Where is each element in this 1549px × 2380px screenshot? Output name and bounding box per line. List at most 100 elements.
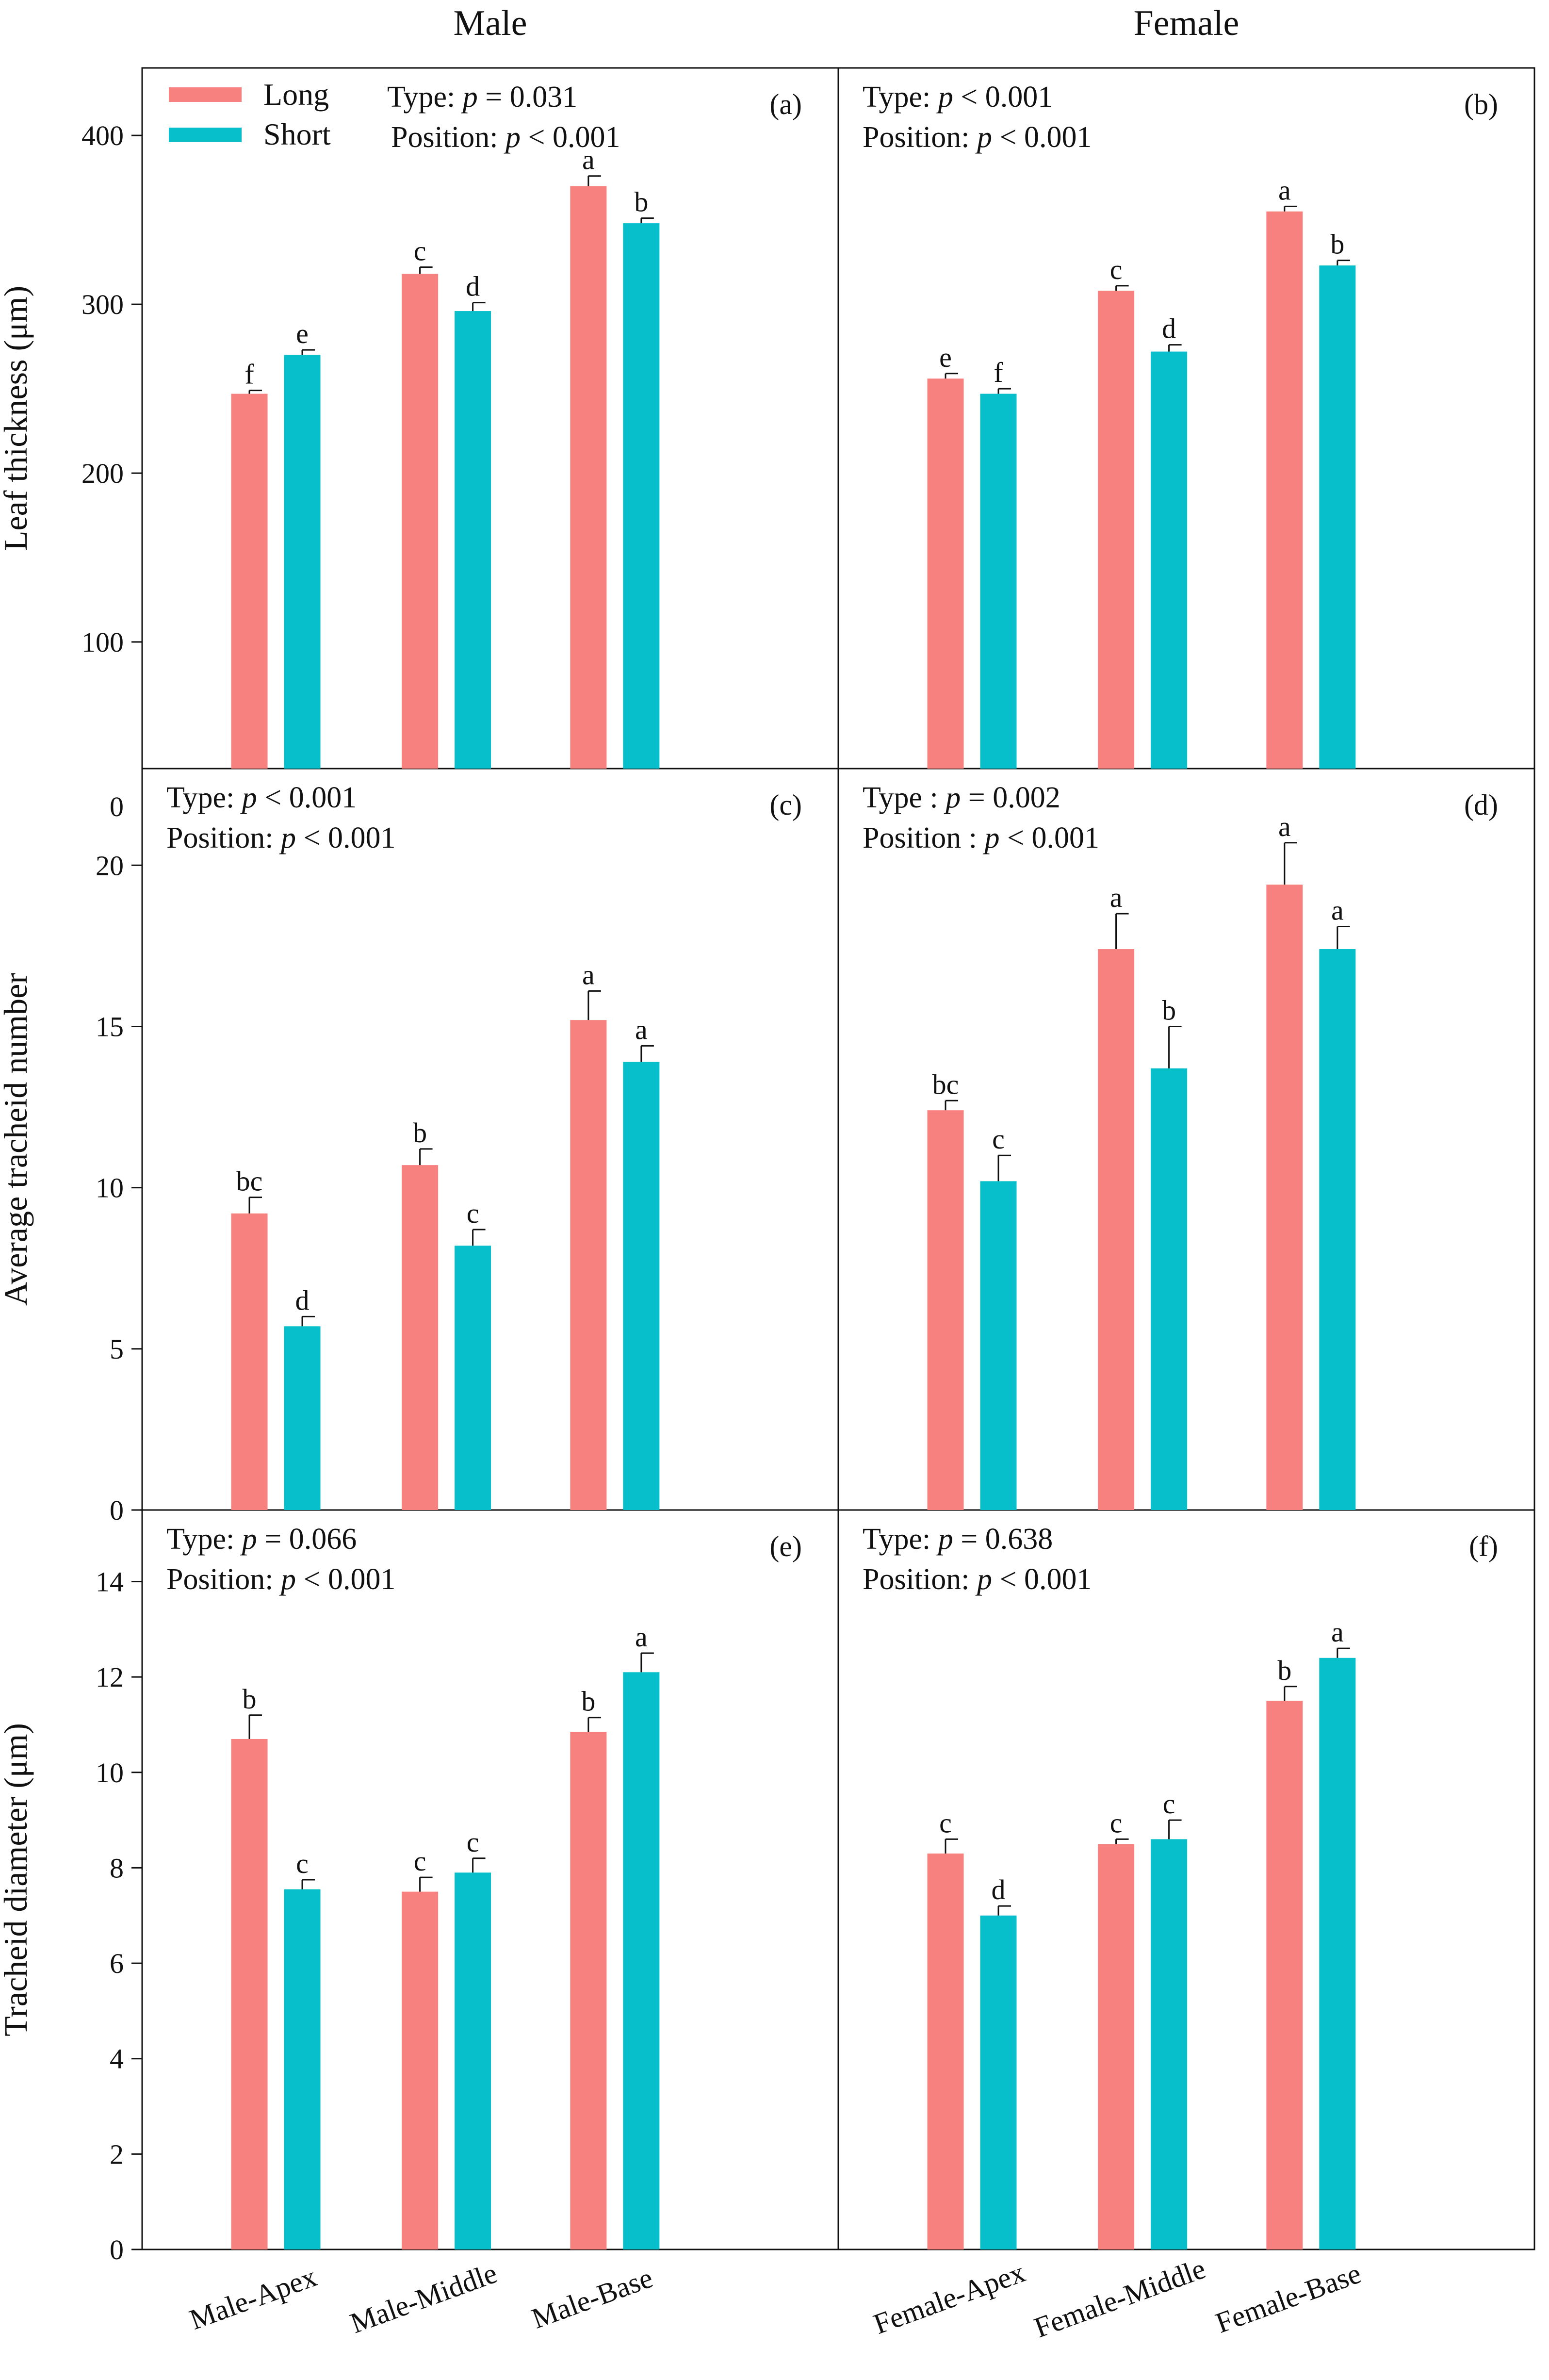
significance-letter: b — [581, 1686, 595, 1717]
panel-label: (e) — [769, 1530, 802, 1562]
bar-short — [623, 1062, 660, 1510]
bar-long — [1266, 211, 1303, 769]
bar-long — [927, 1110, 964, 1510]
stat-type: Type: p = 0.638 — [863, 1523, 1053, 1556]
significance-letter: b — [413, 1117, 427, 1149]
bar-long — [570, 186, 607, 769]
y-tick-label: 2 — [110, 2138, 124, 2170]
bar-long — [570, 1020, 607, 1510]
panel-label: (d) — [1464, 789, 1498, 821]
significance-letter: c — [1163, 1788, 1175, 1820]
significance-letter: c — [992, 1123, 1005, 1155]
significance-letter: a — [1331, 1616, 1344, 1648]
legend-swatch-short — [169, 128, 242, 142]
y-axis-label: Tracheid diameter (μm) — [0, 1723, 34, 2036]
bar-long — [570, 1732, 607, 2249]
y-tick-label: 200 — [82, 458, 124, 489]
panel-label: (f) — [1469, 1530, 1498, 1562]
significance-letter: a — [1110, 882, 1123, 913]
stat-position: Position : p < 0.001 — [863, 821, 1099, 854]
significance-letter: b — [1330, 229, 1344, 260]
significance-letter: c — [467, 1826, 479, 1858]
significance-letter: e — [939, 342, 952, 373]
y-tick-label: 400 — [82, 120, 124, 151]
bar-short — [455, 1872, 491, 2249]
bar-short — [284, 1326, 321, 1510]
bar-long — [1266, 885, 1303, 1510]
stat-type: Type: p < 0.001 — [863, 81, 1053, 114]
significance-letter: c — [414, 235, 426, 267]
stat-position: Position: p < 0.001 — [863, 121, 1092, 154]
panel-label: (b) — [1464, 88, 1498, 120]
bar-short — [284, 1889, 321, 2249]
y-tick-label: 14 — [96, 1566, 124, 1597]
significance-letter: c — [467, 1198, 479, 1229]
bar-long — [927, 1853, 964, 2249]
significance-letter: bc — [932, 1068, 959, 1100]
bar-long — [1266, 1701, 1303, 2249]
significance-letter: b — [1277, 1655, 1291, 1686]
bar-long — [1098, 949, 1135, 1510]
bar-long — [927, 378, 964, 769]
significance-letter: c — [939, 1807, 952, 1838]
significance-letter: a — [1278, 174, 1291, 206]
bar-long — [402, 1891, 439, 2249]
bar-long — [1098, 1844, 1135, 2249]
significance-letter: a — [635, 1621, 648, 1653]
y-tick-label: 5 — [110, 1333, 124, 1365]
bar-short — [1151, 351, 1188, 769]
significance-letter: b — [243, 1683, 257, 1715]
significance-letter: e — [296, 318, 309, 349]
significance-letter: f — [994, 357, 1003, 388]
y-axis-label: Leaf thickness (μm) — [0, 286, 34, 551]
significance-letter: d — [992, 1874, 1006, 1905]
significance-letter: c — [1110, 254, 1123, 285]
y-tick-label: 10 — [96, 1757, 124, 1789]
significance-letter: c — [1110, 1807, 1123, 1838]
legend-label-short: Short — [263, 117, 331, 151]
stat-position: Position: p < 0.001 — [863, 1563, 1092, 1596]
y-tick-label: 10 — [96, 1172, 124, 1204]
significance-letter: b — [634, 186, 648, 218]
legend-label-long: Long — [263, 77, 329, 112]
legend-swatch-long — [169, 87, 242, 102]
significance-letter: d — [1162, 313, 1176, 345]
stat-type: Type: p = 0.031 — [387, 81, 577, 114]
bar-short — [623, 223, 660, 769]
stat-position: Position: p < 0.001 — [391, 121, 620, 154]
y-tick-label: 15 — [96, 1011, 124, 1042]
bar-long — [231, 1213, 268, 1510]
column-title: Male — [453, 3, 527, 43]
bar-short — [1319, 949, 1356, 1510]
bar-long — [231, 394, 268, 769]
stat-type: Type: p = 0.066 — [166, 1523, 357, 1556]
significance-letter: b — [1162, 994, 1176, 1026]
bar-short — [1151, 1839, 1188, 2249]
stat-type: Type : p = 0.002 — [863, 781, 1060, 814]
bar-long — [402, 274, 439, 769]
y-tick-label: 0 — [110, 2234, 124, 2265]
bar-short — [1319, 1658, 1356, 2249]
panel-label: (c) — [769, 789, 802, 821]
bar-long — [402, 1165, 439, 1510]
significance-letter: a — [1278, 811, 1291, 842]
bar-short — [284, 355, 321, 769]
bar-short — [980, 1181, 1017, 1510]
y-tick-label: 8 — [110, 1852, 124, 1884]
y-tick-label: 100 — [82, 626, 124, 658]
x-category-label: Female-Base — [1211, 2257, 1365, 2339]
y-tick-label: 4 — [110, 2043, 124, 2075]
stat-position: Position: p < 0.001 — [166, 821, 395, 854]
bar-long — [231, 1739, 268, 2249]
y-tick-label: 0 — [110, 1494, 124, 1526]
bar-short — [980, 1915, 1017, 2249]
significance-letter: c — [296, 1848, 309, 1879]
column-title: Female — [1134, 3, 1239, 43]
y-tick-label: 20 — [96, 850, 124, 881]
bar-short — [455, 311, 491, 769]
significance-letter: bc — [236, 1165, 263, 1197]
panel-label: (a) — [769, 88, 802, 120]
significance-letter: c — [414, 1845, 426, 1877]
y-tick-label: 300 — [82, 289, 124, 320]
